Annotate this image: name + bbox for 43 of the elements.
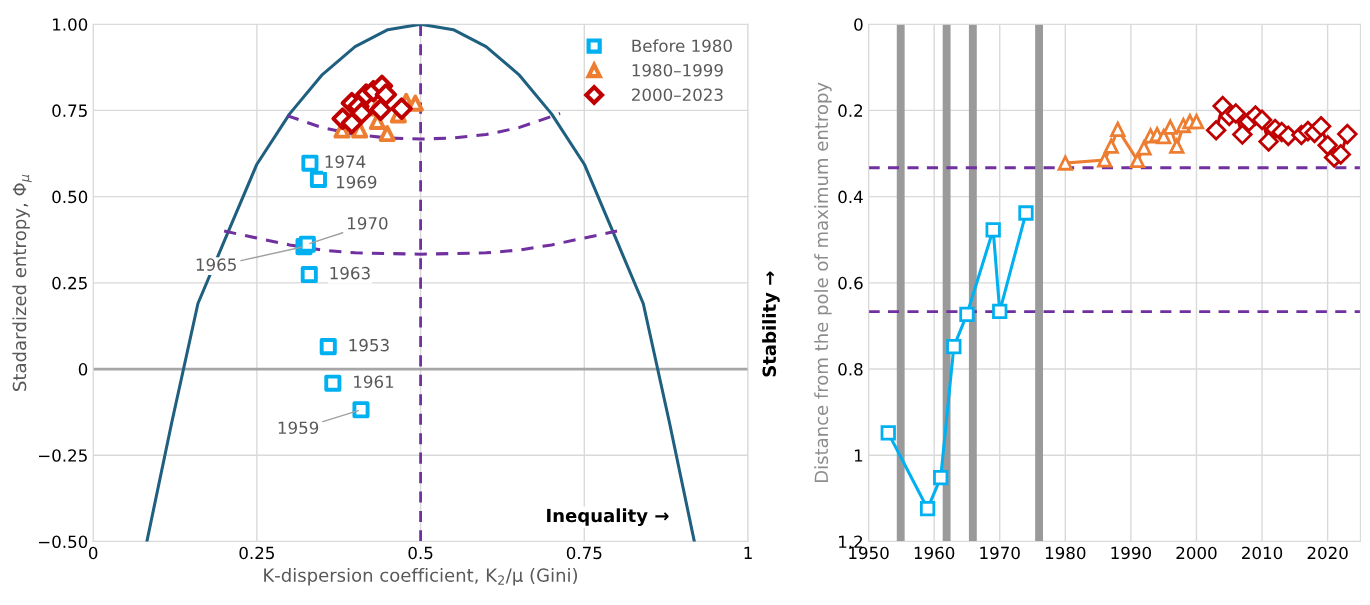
x-tick-label: 1950 [849, 546, 889, 560]
y-axis-title: Distance from the pole of maximum entropy [814, 82, 832, 482]
y-tick-label: 0.4 [838, 190, 863, 204]
legend-label: 1980–1999 [632, 63, 723, 77]
x-tick-label: 1960 [914, 546, 955, 560]
x-tick-label: 0.25 [239, 546, 274, 560]
x-tick-label: 0.5 [408, 546, 433, 560]
x-tick-label: 0.75 [566, 546, 602, 560]
y-tick-label: 0 [854, 18, 863, 31]
y-tick-label: 1 [854, 449, 863, 462]
x-tick-label: 1990 [1111, 546, 1151, 560]
annotation: 1953 [349, 338, 389, 352]
annotation: 1969 [336, 175, 377, 189]
legend-label: 2000–2023 [632, 88, 723, 102]
y-tick-label: 0.75 [52, 104, 87, 117]
y-tick-label: 1.2 [839, 535, 863, 548]
y-tick-label: 0.6 [838, 276, 863, 290]
y-tick-label: 0.2 [838, 104, 863, 117]
x-tick-label: 1 [744, 546, 752, 559]
annotation: 1961 [354, 375, 394, 389]
y-tick-label: 0.50 [52, 190, 88, 204]
annotation: 1970 [348, 217, 388, 230]
y-tick-label: 0.25 [52, 276, 87, 290]
annotation: 1959 [278, 421, 319, 435]
x-tick-label: 2020 [1307, 546, 1348, 560]
legend-label: Before 1980 [632, 39, 732, 53]
x-tick-label: 1970 [980, 546, 1020, 560]
x-axis-title: K-dispersion coefficient, K$_{2}$/μ (Gini) [264, 568, 578, 586]
annotation: 1963 [330, 266, 370, 280]
x-tick-label: 2000 [1176, 546, 1217, 560]
annotation: 1965 [196, 258, 236, 271]
y-tick-label: −0.25 [38, 449, 87, 462]
y-tick-label: 0 [78, 363, 88, 376]
annotation: 1974 [325, 155, 366, 169]
y-tick-label: −0.50 [38, 535, 88, 549]
annotation: Inequality → [547, 508, 669, 526]
x-tick-label: 1980 [1045, 546, 1086, 560]
x-tick-label: 0 [88, 546, 98, 560]
y-tick-label: 0.8 [838, 363, 863, 376]
text: Stability → [762, 271, 780, 377]
y-axis-title: Stadardized entropy, Φ$_{μ}$ [12, 174, 32, 391]
x-tick-label: 2010 [1242, 546, 1283, 560]
y-tick-label: 1.00 [53, 18, 88, 31]
